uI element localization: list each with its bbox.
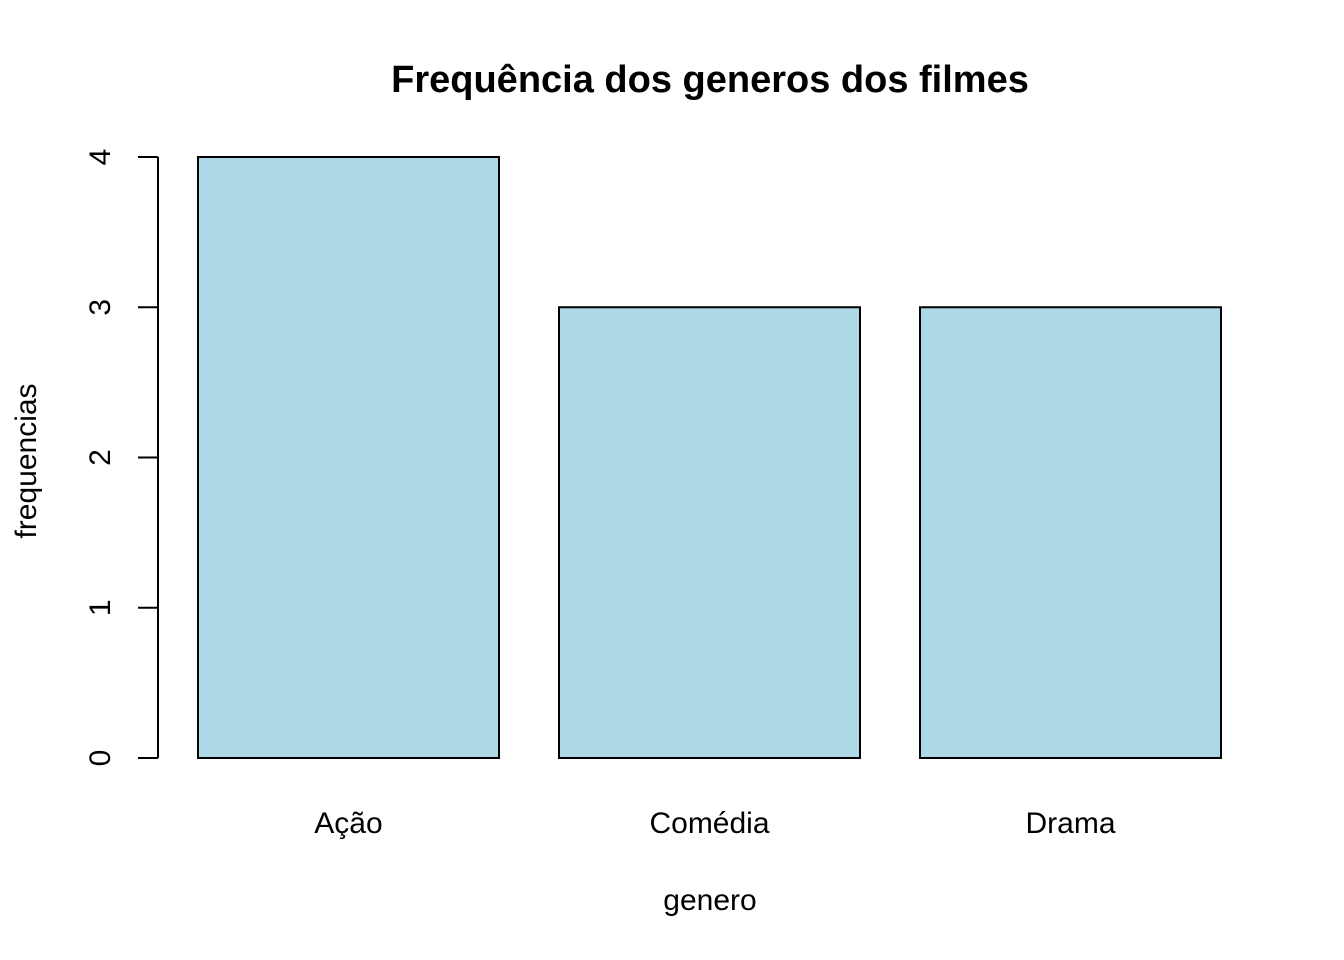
y-tick-label-1: 1 [84,599,117,616]
y-tick-label-4: 4 [84,149,117,166]
x-axis-label: genero [663,884,756,917]
bars-group [197,156,1222,759]
y-axis-label: frequencias [10,383,43,538]
x-tick-label-drama: Drama [1025,807,1115,840]
x-tick-label-acao: Ação [314,807,382,840]
x-tick-labels: Ação Comédia Drama [314,807,1116,840]
chart-title: Frequência dos generos dos filmes [391,59,1029,101]
bar-comedia [558,306,861,759]
y-tick-label-3: 3 [84,299,117,316]
y-tick-label-2: 2 [84,449,117,466]
x-tick-label-comedia: Comédia [649,807,769,840]
y-axis: 0 1 2 3 4 [84,149,159,767]
bar-drama [919,306,1222,759]
bar-acao [197,156,500,759]
y-tick-label-0: 0 [84,750,117,767]
